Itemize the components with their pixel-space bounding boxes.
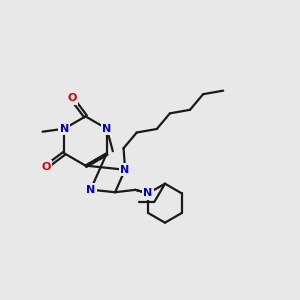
Text: O: O <box>67 93 77 103</box>
Text: N: N <box>60 124 69 134</box>
Text: N: N <box>143 188 153 198</box>
Text: O: O <box>41 162 51 172</box>
Text: N: N <box>121 165 130 175</box>
Text: N: N <box>86 185 95 195</box>
Text: N: N <box>102 124 111 134</box>
